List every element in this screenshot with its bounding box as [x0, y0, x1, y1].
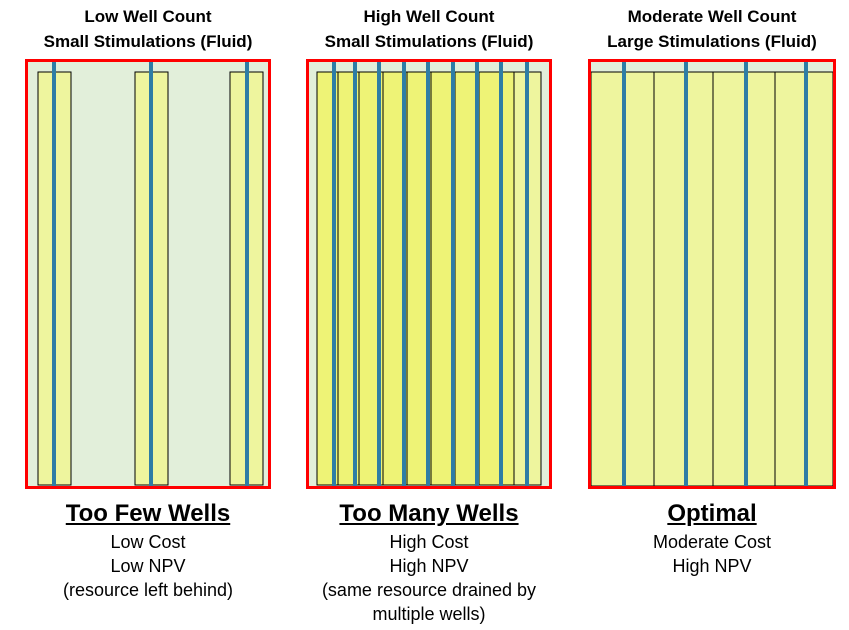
caption-line: High NPV	[389, 556, 469, 576]
heading-line-1: Low Well Count	[84, 7, 212, 26]
caption-line: Low Cost	[110, 532, 186, 552]
caption-line: High NPV	[672, 556, 752, 576]
caption-line: (same resource drained by	[321, 580, 537, 600]
reservoir-box	[588, 59, 836, 489]
panel-caption: Too Many Wells High Cost High NPV (same …	[304, 498, 554, 626]
panel-heading: Moderate Well Count Large Stimulations (…	[587, 4, 837, 54]
caption-line: Moderate Cost	[652, 532, 772, 552]
heading-line-2: Large Stimulations (Fluid)	[607, 32, 817, 51]
heading-line-2: Small Stimulations (Fluid)	[324, 32, 534, 51]
well-diagram	[37, 62, 264, 486]
well-diagram	[591, 62, 833, 486]
stimulation-zone	[653, 71, 714, 486]
heading-line-2: Small Stimulations (Fluid)	[43, 32, 253, 51]
panel-title: Too Many Wells	[339, 500, 519, 527]
panel-caption: Too Few Wells Low Cost Low NPV (resource…	[23, 498, 273, 602]
heading-line-1: Moderate Well Count	[627, 7, 797, 26]
reservoir-box	[25, 59, 271, 489]
caption-line: multiple wells)	[372, 604, 486, 624]
panel-title: Optimal	[667, 500, 757, 527]
panel-heading: Low Well Count Small Stimulations (Fluid…	[23, 4, 273, 54]
heading-line-1: High Well Count	[363, 7, 495, 26]
reservoir-box	[306, 59, 552, 489]
panel-title: Too Few Wells	[65, 500, 231, 527]
caption-line: Low NPV	[110, 556, 186, 576]
caption-line: High Cost	[389, 532, 469, 552]
well-diagram	[316, 62, 542, 486]
caption-line: (resource left behind)	[62, 580, 234, 600]
panel-caption: Optimal Moderate Cost High NPV	[587, 498, 837, 578]
panel-heading: High Well Count Small Stimulations (Flui…	[304, 4, 554, 54]
